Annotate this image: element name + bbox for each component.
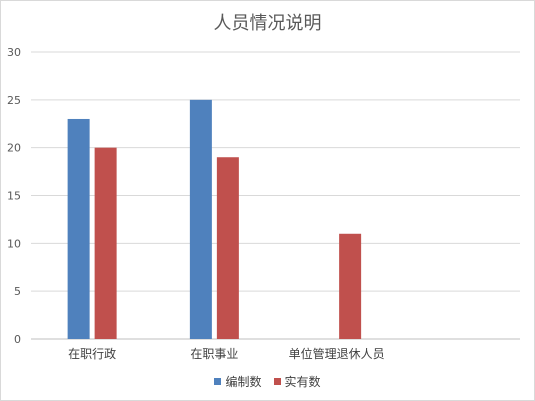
bar-bianzhi-1: [189, 99, 212, 339]
legend-label-shiyou: 实有数: [284, 375, 321, 389]
bar-shiyou-1: [216, 157, 239, 339]
y-tick-label-0: 0: [14, 333, 21, 346]
legend-item-bianzhi: 编制数: [214, 373, 262, 390]
bar-shiyou-0: [94, 147, 117, 339]
y-tick-label-20: 20: [7, 142, 21, 155]
bar-shiyou-2: [339, 233, 362, 339]
y-tick-label-15: 15: [7, 190, 21, 203]
legend-label-bianzhi: 编制数: [225, 375, 262, 389]
y-tick-label-5: 5: [14, 285, 21, 298]
legend: 编制数 实有数: [1, 373, 534, 390]
y-tick-label-25: 25: [7, 94, 21, 107]
legend-swatch-shiyou: [273, 378, 281, 385]
bar-bianzhi-0: [67, 118, 90, 339]
y-tick-label-30: 30: [7, 46, 21, 59]
y-tick-label-10: 10: [7, 237, 21, 250]
x-tick-label-2: 单位管理退休人员: [289, 346, 385, 361]
x-tick-label-0: 在职行政: [68, 347, 116, 361]
chart-title: 人员情况说明: [213, 13, 322, 34]
legend-swatch-bianzhi: [214, 378, 222, 385]
legend-item-shiyou: 实有数: [273, 373, 321, 390]
x-tick-label-1: 在职事业: [190, 347, 238, 361]
